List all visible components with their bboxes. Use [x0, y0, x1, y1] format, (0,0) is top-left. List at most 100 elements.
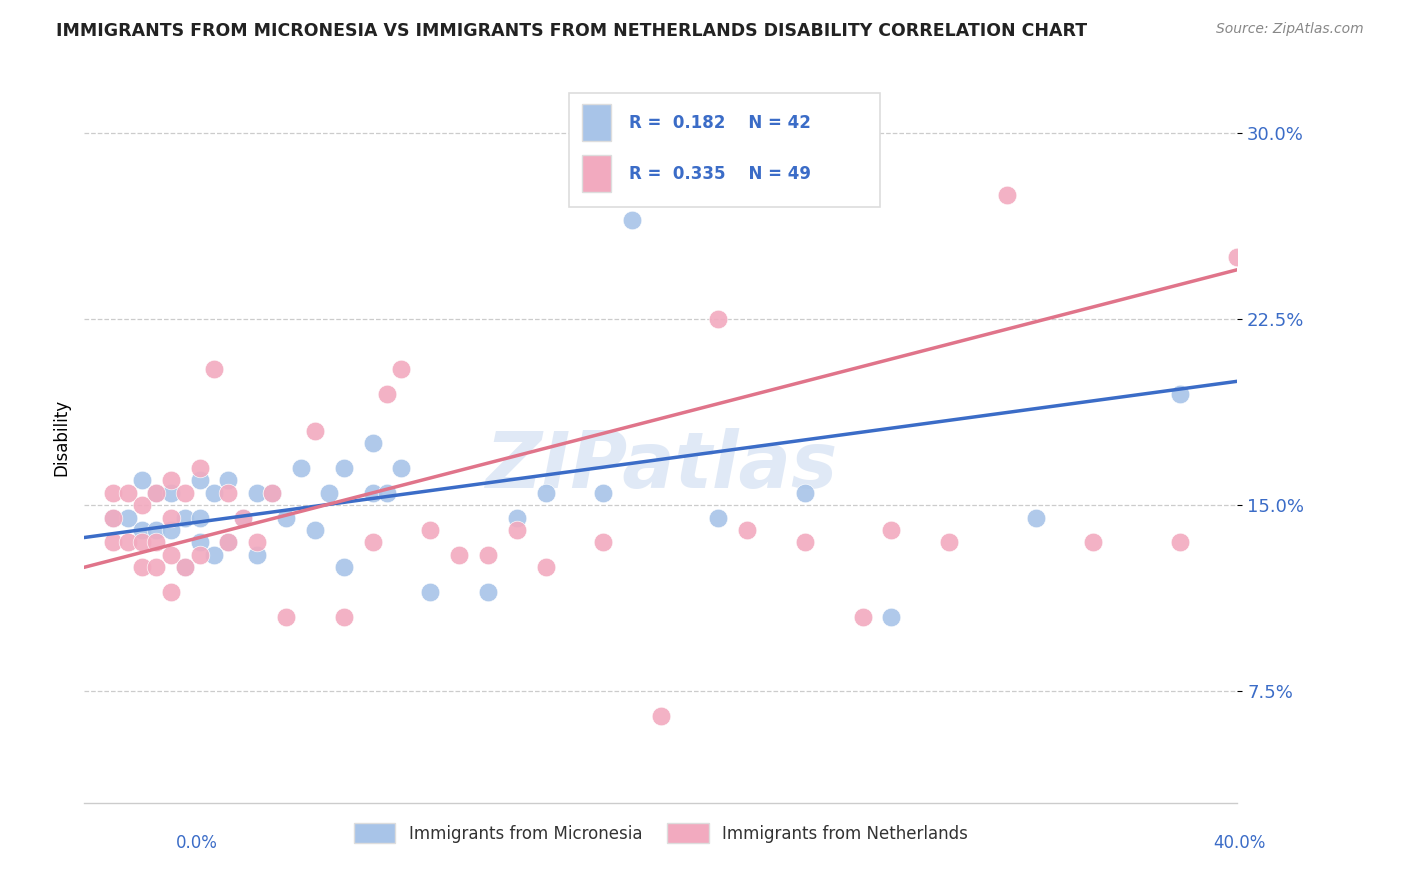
Point	[794, 486, 817, 500]
Text: IMMIGRANTS FROM MICRONESIA VS IMMIGRANTS FROM NETHERLANDS DISABILITY CORRELATION: IMMIGRANTS FROM MICRONESIA VS IMMIGRANTS…	[56, 22, 1087, 40]
Point	[1083, 535, 1105, 549]
Point	[304, 424, 326, 438]
Point	[995, 188, 1018, 202]
Point	[174, 560, 197, 574]
Point	[188, 548, 211, 562]
Point	[131, 498, 153, 512]
Point	[534, 486, 557, 500]
Point	[218, 535, 240, 549]
Point	[506, 523, 529, 537]
Point	[304, 523, 326, 537]
Point	[174, 560, 197, 574]
Point	[1226, 250, 1249, 264]
Point	[232, 510, 254, 524]
Point	[131, 535, 153, 549]
Point	[117, 510, 139, 524]
Point	[449, 548, 471, 562]
Point	[232, 510, 254, 524]
Point	[145, 560, 167, 574]
Point	[218, 486, 240, 500]
Text: 40.0%: 40.0%	[1213, 834, 1265, 852]
Point	[621, 213, 644, 227]
Point	[391, 461, 413, 475]
Point	[260, 486, 283, 500]
FancyBboxPatch shape	[568, 94, 880, 207]
Point	[361, 436, 384, 450]
Bar	[582, 104, 612, 141]
Point	[650, 709, 672, 723]
Text: ZIPatlas: ZIPatlas	[485, 428, 837, 504]
Point	[707, 510, 730, 524]
Point	[361, 486, 384, 500]
Point	[260, 486, 283, 500]
Point	[218, 535, 240, 549]
Point	[103, 486, 124, 500]
Point	[391, 362, 413, 376]
Point	[246, 486, 269, 500]
Text: Source: ZipAtlas.com: Source: ZipAtlas.com	[1216, 22, 1364, 37]
Point	[202, 548, 225, 562]
Point	[276, 510, 298, 524]
Point	[131, 523, 153, 537]
Point	[375, 486, 398, 500]
Legend: Immigrants from Micronesia, Immigrants from Netherlands: Immigrants from Micronesia, Immigrants f…	[347, 817, 974, 849]
Point	[375, 386, 398, 401]
Point	[477, 548, 499, 562]
Point	[145, 535, 167, 549]
Point	[707, 312, 730, 326]
Y-axis label: Disability: Disability	[52, 399, 70, 475]
Point	[145, 486, 167, 500]
Point	[477, 585, 499, 599]
Point	[361, 535, 384, 549]
Bar	[582, 155, 612, 192]
Point	[117, 486, 139, 500]
Point	[1168, 386, 1191, 401]
Point	[174, 486, 197, 500]
Point	[246, 535, 269, 549]
Point	[534, 560, 557, 574]
Point	[290, 461, 312, 475]
Point	[333, 560, 356, 574]
Point	[117, 535, 139, 549]
Point	[160, 510, 183, 524]
Point	[938, 535, 960, 549]
Point	[1168, 535, 1191, 549]
Point	[202, 486, 225, 500]
Point	[592, 486, 614, 500]
Point	[103, 510, 124, 524]
Point	[218, 474, 240, 488]
Point	[333, 610, 356, 624]
Point	[794, 535, 817, 549]
Point	[188, 474, 211, 488]
Point	[506, 510, 529, 524]
Point	[188, 535, 211, 549]
Point	[318, 486, 340, 500]
Point	[160, 548, 183, 562]
Point	[188, 510, 211, 524]
Point	[131, 474, 153, 488]
Point	[621, 188, 644, 202]
Point	[145, 486, 167, 500]
Point	[145, 523, 167, 537]
Point	[852, 610, 875, 624]
Point	[174, 510, 197, 524]
Point	[160, 523, 183, 537]
Point	[160, 585, 183, 599]
Point	[276, 610, 298, 624]
Point	[160, 486, 183, 500]
Point	[419, 585, 441, 599]
Point	[160, 474, 183, 488]
Point	[246, 548, 269, 562]
Text: 0.0%: 0.0%	[176, 834, 218, 852]
Point	[103, 535, 124, 549]
Point	[103, 510, 124, 524]
Point	[592, 535, 614, 549]
Point	[737, 523, 759, 537]
Point	[188, 461, 211, 475]
Text: R =  0.182    N = 42: R = 0.182 N = 42	[628, 113, 810, 131]
Point	[1025, 510, 1047, 524]
Point	[880, 523, 903, 537]
Point	[202, 362, 225, 376]
Text: R =  0.335    N = 49: R = 0.335 N = 49	[628, 165, 810, 183]
Point	[880, 610, 903, 624]
